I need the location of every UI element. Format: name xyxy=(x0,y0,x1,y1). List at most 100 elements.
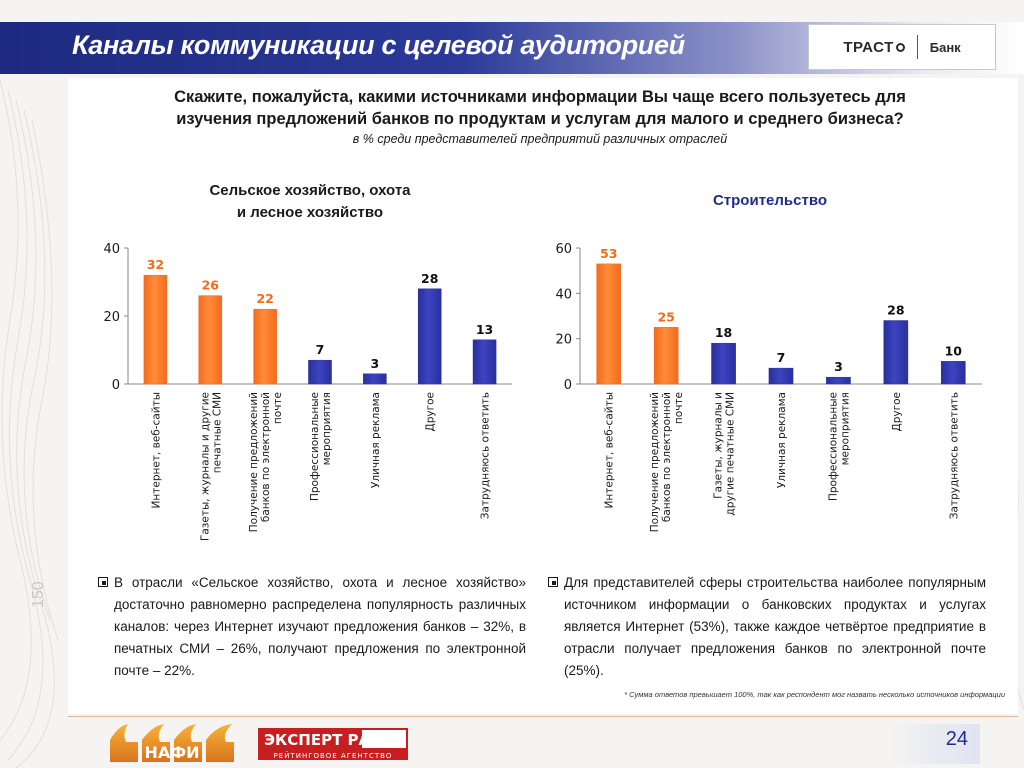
bar xyxy=(596,263,622,385)
chart-title-construction: Строительство xyxy=(610,190,930,212)
bar xyxy=(940,361,966,385)
category-label-line: Интернет, веб-сайты xyxy=(604,392,616,508)
note-construction: Для представителей сферы строительства н… xyxy=(564,575,986,678)
chart-title-agriculture: Сельское хозяйство, охота и лесное хозяй… xyxy=(150,180,470,224)
category-label-line: банков по электронной xyxy=(661,392,673,522)
bar xyxy=(417,288,442,385)
category-label: Профессиональные мероприятия xyxy=(309,392,333,501)
data-label: 3 xyxy=(834,359,843,374)
bullet-icon xyxy=(98,577,108,587)
category-label: Газеты, журналы и другие печатные СМИ xyxy=(713,392,737,516)
page-number-box xyxy=(888,724,980,764)
content-panel xyxy=(68,78,1018,714)
category-label: Газеты, журналы и другие печатные СМИ xyxy=(199,392,223,541)
note-agriculture: В отрасли «Сельское хозяйство, охота и л… xyxy=(114,575,526,678)
brand-separator xyxy=(916,35,918,59)
category-label-line: почте xyxy=(272,392,284,424)
question-line-1: Скажите, пожалуйста, какими источниками … xyxy=(174,88,906,106)
category-label-line: мероприятия xyxy=(839,392,851,465)
footer-divider xyxy=(68,716,1018,717)
category-label-line: Профессиональные xyxy=(309,392,321,501)
data-label: 18 xyxy=(715,325,732,340)
category-label-line: Затрудняюсь ответить xyxy=(480,392,492,519)
category-label: Интернет, веб-сайты xyxy=(604,392,616,508)
expert-ra-logo: ЭКСПЕРТ РА РЕЙТИНГОВОЕ АГЕНТСТВО xyxy=(258,728,408,760)
page-number: 24 xyxy=(945,728,968,750)
y-tick-label: 20 xyxy=(555,333,572,348)
y-tick-label: 0 xyxy=(564,378,572,393)
category-label-line: Затрудняюсь ответить xyxy=(948,392,960,519)
category-label: Затрудняюсь ответить xyxy=(480,392,492,519)
category-label-line: Другое xyxy=(425,392,437,431)
bar xyxy=(253,308,277,385)
category-label-line: Уличная реклама xyxy=(776,392,788,488)
survey-question: Скажите, пожалуйста, какими источниками … xyxy=(88,86,992,130)
bar xyxy=(472,339,497,385)
category-label: Другое xyxy=(891,392,903,431)
bar xyxy=(883,320,909,385)
data-label: 28 xyxy=(887,303,904,318)
data-label: 7 xyxy=(777,350,786,365)
category-label: Другое xyxy=(425,392,437,431)
y-tick-label: 40 xyxy=(103,242,120,257)
bar xyxy=(308,359,332,385)
bar xyxy=(653,327,679,385)
data-label: 26 xyxy=(202,278,220,293)
chart-title-agriculture-line-2: и лесное хозяйство xyxy=(236,204,384,221)
data-label: 7 xyxy=(316,342,325,357)
data-label: 53 xyxy=(600,246,617,261)
nafi-logo: НАФИ xyxy=(110,724,234,762)
category-label-line: Интернет, веб-сайты xyxy=(150,392,162,508)
data-label: 25 xyxy=(657,309,674,324)
category-label-line: банков по электронной xyxy=(260,392,272,522)
category-label-line: Газеты, журналы и другие xyxy=(199,392,211,541)
expert-ra-logo-subtitle: РЕЙТИНГОВОЕ АГЕНТСТВО xyxy=(274,751,393,760)
category-label: Получение предложений банков по электронн… xyxy=(649,392,685,532)
y-tick-label: 20 xyxy=(103,310,120,325)
bar xyxy=(143,274,168,385)
y-tick-label: 40 xyxy=(555,287,572,302)
page-title: Каналы коммуникации с целевой аудиторией xyxy=(72,30,685,60)
category-label: Уличная реклама xyxy=(776,392,788,488)
bar xyxy=(711,342,736,385)
footnote: * Сумма ответов превышает 100%, так как … xyxy=(624,690,1005,699)
category-label-line: почте xyxy=(673,392,685,424)
data-label: 28 xyxy=(421,271,438,286)
chart-title-construction-line-1: Строительство xyxy=(712,192,828,209)
side-number: 150 xyxy=(30,581,47,608)
chart-title-agriculture-line-1: Сельское хозяйство, охота xyxy=(209,182,411,199)
category-label: Получение предложений банков по электронн… xyxy=(248,392,284,532)
expert-ra-logo-text: ЭКСПЕРТ РА xyxy=(264,731,371,749)
chart-agriculture: 0 20 40 32 Интернет, веб-сайты 26 Газеты, журн… xyxy=(103,242,512,541)
category-label-line: мероприятия xyxy=(321,392,333,465)
category-label-line: Профессиональные xyxy=(827,392,839,501)
bullet-icon xyxy=(548,577,558,587)
category-label-line: Уличная реклама xyxy=(370,392,382,488)
category-label-line: Другое xyxy=(891,392,903,431)
category-label-line: Получение предложений xyxy=(649,392,661,532)
data-label: 3 xyxy=(371,356,380,371)
data-label: 32 xyxy=(147,257,164,272)
brand-bank-text: Банк xyxy=(929,39,961,55)
category-label-line: печатные СМИ xyxy=(211,392,223,473)
brand-ring-icon xyxy=(895,42,905,52)
chart-construction: 0 20 40 60 53 Интернет, веб-сайты 25 Получение … xyxy=(555,242,982,532)
category-label: Затрудняюсь ответить xyxy=(948,392,960,519)
question-line-2: изучения предложений банков по продуктам… xyxy=(176,110,904,128)
nafi-logo-text: НАФИ xyxy=(144,743,199,762)
y-tick-label: 60 xyxy=(555,242,572,257)
category-label: Интернет, веб-сайты xyxy=(150,392,162,508)
data-label: 10 xyxy=(945,343,963,358)
category-label: Профессиональные мероприятия xyxy=(827,392,851,501)
data-label: 22 xyxy=(256,291,273,306)
brand-logo-text: ТРАСТ xyxy=(843,38,894,56)
bar xyxy=(363,373,387,385)
category-label: Уличная реклама xyxy=(370,392,382,488)
bar xyxy=(826,376,851,385)
category-label-line: Получение предложений xyxy=(248,392,260,532)
data-label: 13 xyxy=(476,322,493,337)
bar xyxy=(198,295,223,385)
brand-logo: ТРАСТ Банк xyxy=(808,24,996,70)
bar xyxy=(768,367,794,385)
category-label-line: Газеты, журналы и xyxy=(713,392,725,499)
